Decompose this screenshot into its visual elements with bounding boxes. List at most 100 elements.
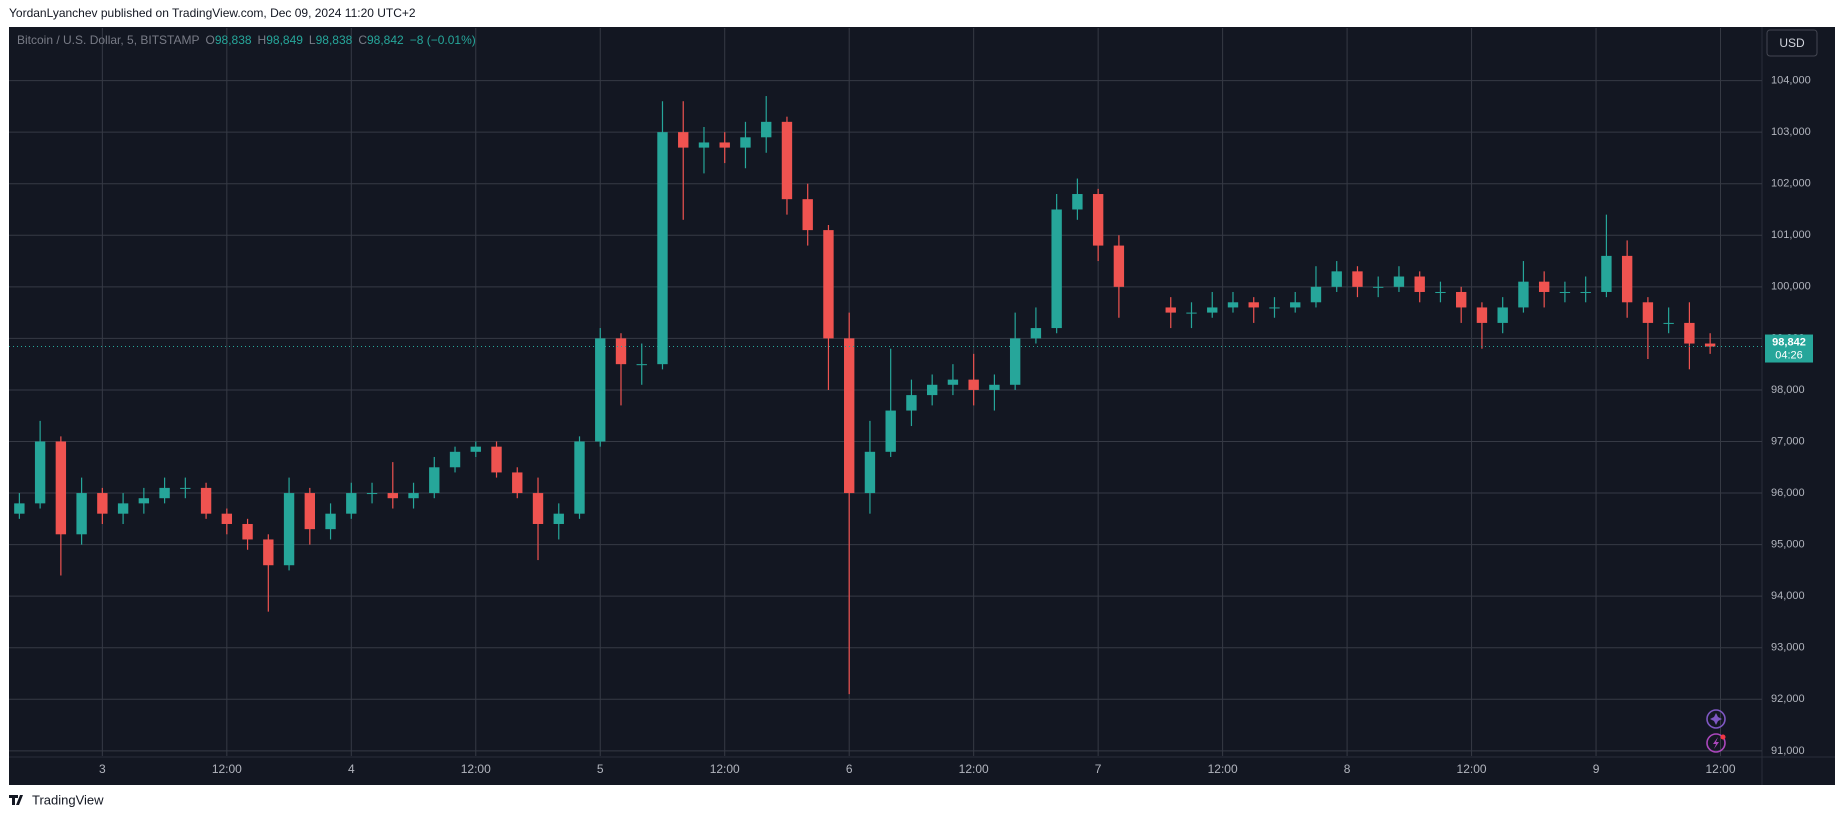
candle-body bbox=[553, 513, 564, 524]
candle-body bbox=[1621, 255, 1633, 303]
candle-body bbox=[14, 503, 25, 514]
candle-body bbox=[97, 493, 108, 514]
x-tick-label: 5 bbox=[597, 762, 604, 776]
candle-body bbox=[1331, 271, 1342, 287]
x-tick-label: 12:00 bbox=[1208, 762, 1238, 776]
last-price-box bbox=[1765, 334, 1813, 363]
candle-body bbox=[1476, 307, 1488, 323]
candle-body bbox=[1663, 322, 1674, 324]
candle-body bbox=[719, 142, 730, 148]
x-tick-label: 9 bbox=[1593, 762, 1600, 776]
candle-body bbox=[117, 503, 129, 514]
candle-body bbox=[595, 338, 606, 442]
candle-body bbox=[34, 441, 46, 504]
candle-body bbox=[1248, 302, 1259, 308]
candle-body bbox=[906, 395, 917, 411]
candle-body bbox=[968, 379, 979, 390]
candle-body bbox=[1207, 307, 1218, 313]
candle-body bbox=[1165, 307, 1176, 313]
x-tick-label: 12:00 bbox=[461, 762, 491, 776]
candle-body bbox=[221, 513, 233, 524]
legend-title: Bitcoin / U.S. Dollar, 5, BITSTAMP bbox=[17, 33, 200, 47]
candle-body bbox=[1186, 312, 1197, 314]
currency-label: USD bbox=[1779, 36, 1805, 50]
y-tick-label: 93,000 bbox=[1771, 642, 1805, 654]
candle-body bbox=[574, 441, 585, 514]
candle-body bbox=[1290, 302, 1301, 308]
candle-body bbox=[864, 451, 876, 494]
y-tick-label: 103,000 bbox=[1771, 126, 1811, 138]
candle-body bbox=[55, 441, 67, 535]
candle-body bbox=[1072, 194, 1083, 210]
y-tick-label: 102,000 bbox=[1771, 178, 1811, 190]
candle-body bbox=[947, 379, 959, 385]
candle-body bbox=[283, 493, 295, 566]
grid bbox=[9, 28, 1762, 756]
candle-body bbox=[180, 487, 191, 489]
currency-button[interactable] bbox=[1766, 29, 1818, 57]
legend-key: H bbox=[258, 33, 267, 47]
candle-body bbox=[615, 338, 627, 365]
y-tick-label: 95,000 bbox=[1771, 539, 1805, 551]
legend-change: −8 (−0.01%) bbox=[410, 33, 476, 47]
candle-body bbox=[1393, 276, 1405, 287]
x-tick-label: 6 bbox=[846, 762, 853, 776]
x-tick-label: 4 bbox=[348, 762, 355, 776]
y-tick-label: 100,000 bbox=[1771, 281, 1811, 293]
alert-icon-bolt bbox=[1713, 737, 1719, 749]
candle-body bbox=[1580, 291, 1591, 293]
candle-body bbox=[408, 493, 419, 499]
candle-body bbox=[532, 493, 544, 524]
candle-body bbox=[678, 132, 689, 148]
candle-body bbox=[989, 384, 1000, 390]
candle-body bbox=[1414, 276, 1425, 292]
alert-icon[interactable] bbox=[1706, 733, 1726, 753]
legend-key: C bbox=[358, 33, 367, 47]
candle-body bbox=[491, 446, 502, 473]
candle-body bbox=[1227, 302, 1239, 308]
candle-body bbox=[844, 338, 855, 494]
legend-key: O bbox=[206, 33, 215, 47]
candle-body bbox=[1559, 291, 1571, 293]
candle-body bbox=[366, 493, 378, 495]
x-tick-label: 7 bbox=[1095, 762, 1102, 776]
candle-body bbox=[387, 493, 398, 499]
candle-body bbox=[346, 493, 357, 514]
candle-body bbox=[926, 384, 938, 396]
y-tick-label: 98,000 bbox=[1771, 384, 1805, 396]
x-tick-label: 8 bbox=[1344, 762, 1351, 776]
candle-body bbox=[304, 493, 315, 530]
candle-body bbox=[429, 467, 440, 494]
y-tick-label: 104,000 bbox=[1771, 74, 1811, 86]
countdown-label: 04:26 bbox=[1775, 349, 1803, 361]
legend-value: 98,838 bbox=[215, 33, 252, 47]
candle-body bbox=[657, 132, 668, 365]
header: YordanLyanchev published on TradingView.… bbox=[9, 6, 416, 20]
candle-body bbox=[1269, 307, 1280, 309]
chart-background bbox=[9, 27, 1835, 785]
legend-value: 98,849 bbox=[266, 33, 303, 47]
x-tick-label: 12:00 bbox=[710, 762, 740, 776]
footer: TradingView bbox=[32, 792, 104, 807]
y-tick-label: 91,000 bbox=[1771, 745, 1805, 757]
legend: Bitcoin / U.S. Dollar, 5, BITSTAMP O98,83… bbox=[17, 33, 476, 47]
candle-body bbox=[1030, 328, 1042, 339]
candle-body bbox=[242, 523, 253, 540]
footer-logo bbox=[9, 795, 23, 805]
legend-key: L bbox=[309, 33, 316, 47]
candle-body bbox=[1704, 343, 1716, 347]
candle-body bbox=[802, 199, 813, 231]
y-tick-label: 97,000 bbox=[1771, 435, 1805, 447]
candle-body bbox=[1092, 194, 1104, 246]
labels: 91,000 92,000 93,000 94,000 95,000 96,000 97,0… bbox=[99, 74, 1813, 776]
x-tick-label: 3 bbox=[99, 762, 106, 776]
candle-body bbox=[200, 487, 212, 514]
y-tick-label: 92,000 bbox=[1771, 693, 1805, 705]
assistant-icon[interactable] bbox=[1706, 709, 1726, 729]
candle-body bbox=[325, 513, 336, 530]
x-tick-label: 12:00 bbox=[212, 762, 242, 776]
candle-body bbox=[1310, 286, 1322, 303]
assistant-icon-star bbox=[1710, 713, 1722, 725]
candle-body bbox=[138, 498, 150, 504]
